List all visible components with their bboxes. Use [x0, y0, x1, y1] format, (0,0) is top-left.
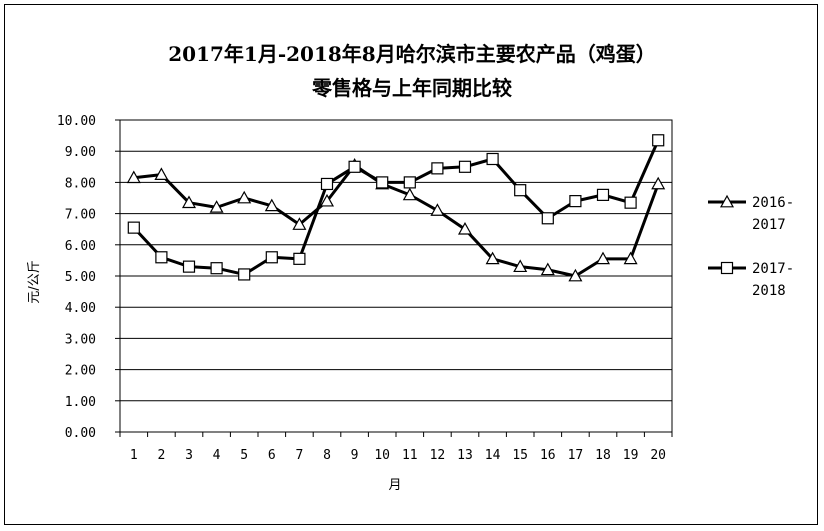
series-layer	[126, 134, 666, 282]
data-point	[320, 177, 334, 191]
data-point	[319, 193, 335, 207]
data-point	[154, 167, 169, 180]
chart-title-line2: 零售格与上年同期比较	[312, 76, 512, 100]
legend-entry-2017-2018: 2017- 2018	[708, 261, 794, 299]
x-tick-label: 4	[213, 448, 221, 463]
x-tick-label: 12	[430, 448, 446, 463]
legend-marker	[719, 194, 735, 208]
data-point	[402, 187, 417, 201]
data-point	[403, 176, 416, 189]
x-tick-label: 13	[457, 448, 473, 463]
axes: 0.00 1.00 2.00 3.00 4.00 5.00 6.00 7.00 8.00 9.00…	[57, 114, 673, 463]
data-point	[127, 221, 140, 234]
y-tick-label: 9.00	[65, 145, 96, 160]
data-point	[458, 160, 472, 173]
chart-title-line1: 2017年1月-2018年8月哈尔滨市主要农产品（鸡蛋）	[168, 42, 656, 66]
y-tick-label: 4.00	[65, 301, 96, 316]
y-tick-label: 5.00	[65, 270, 96, 285]
data-point	[486, 152, 499, 166]
data-point	[376, 176, 389, 189]
y-tick-label: 6.00	[65, 239, 96, 254]
x-tick-label: 1	[130, 448, 138, 463]
x-tick-label: 7	[295, 448, 303, 463]
x-tick-label: 18	[595, 448, 611, 463]
x-tick-label: 17	[568, 448, 584, 463]
x-tick-label: 3	[185, 448, 193, 463]
legend: 2016- 2017 2017- 2018	[708, 194, 794, 299]
y-tick-label: 1.00	[65, 395, 96, 410]
series-2017-2018	[127, 134, 665, 281]
data-point	[430, 203, 445, 216]
data-point	[292, 217, 307, 230]
data-point	[237, 190, 252, 204]
data-point	[623, 251, 638, 265]
data-point	[569, 195, 582, 208]
y-tick-label: 8.00	[65, 176, 96, 191]
data-point	[210, 262, 223, 275]
legend-label-line2: 2018	[752, 283, 786, 299]
data-point	[264, 198, 279, 212]
data-point	[485, 251, 500, 265]
data-point	[541, 212, 554, 225]
y-tick-label: 0.00	[65, 426, 96, 441]
x-tick-label: 15	[512, 448, 528, 463]
data-point	[293, 252, 306, 265]
x-axis-title: 月	[388, 478, 401, 493]
y-tick-label: 7.00	[65, 208, 96, 223]
x-tick-label: 14	[485, 448, 501, 463]
y-tick-label: 2.00	[65, 364, 96, 379]
x-tick-label: 16	[540, 448, 556, 463]
gridlines	[120, 119, 672, 433]
legend-entry-2016-2017: 2016- 2017	[708, 194, 794, 233]
x-tick-label: 8	[323, 448, 331, 463]
x-tick-label: 9	[351, 448, 359, 463]
data-point	[513, 259, 528, 273]
series-2016-2017	[126, 158, 666, 282]
y-tick-label: 3.00	[65, 332, 96, 347]
data-point	[431, 162, 444, 175]
legend-label-line1: 2017-	[752, 261, 794, 277]
data-point	[596, 188, 610, 201]
data-point	[457, 221, 473, 235]
x-tick-label: 10	[374, 448, 390, 463]
chart-frame	[4, 4, 818, 525]
data-point	[126, 170, 141, 184]
x-tick-label: 19	[623, 448, 639, 463]
legend-label-line2: 2017	[752, 217, 786, 233]
y-tick-label: 10.00	[57, 114, 96, 129]
data-point	[238, 268, 251, 281]
data-point	[624, 196, 637, 209]
data-point	[155, 251, 168, 264]
data-point	[595, 251, 611, 265]
x-tick-label: 2	[157, 448, 165, 463]
data-point	[181, 195, 197, 209]
x-tick-label: 6	[268, 448, 276, 463]
legend-marker	[720, 261, 734, 275]
legend-label-line1: 2016-	[752, 195, 794, 211]
data-point	[182, 260, 196, 273]
x-tick-label: 5	[240, 448, 248, 463]
data-point	[652, 134, 665, 147]
x-tick-label: 11	[402, 448, 418, 463]
data-point	[265, 251, 278, 264]
data-point	[209, 200, 224, 213]
data-point	[514, 184, 527, 197]
series-line	[133, 163, 660, 278]
y-axis-title: 元/公斤	[27, 260, 42, 303]
x-tick-label: 20	[650, 448, 666, 463]
data-point	[568, 268, 583, 282]
data-point	[651, 176, 666, 190]
data-point	[540, 262, 555, 276]
data-point	[348, 160, 361, 173]
